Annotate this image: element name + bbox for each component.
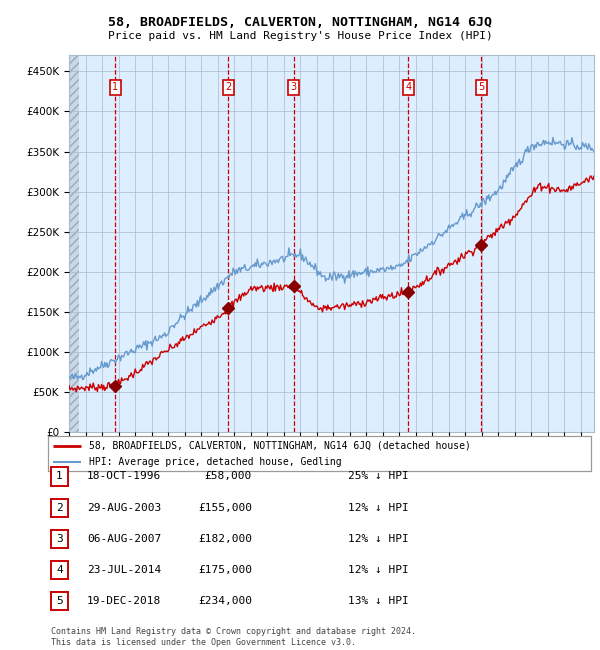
Text: 19-DEC-2018: 19-DEC-2018 [87, 596, 161, 606]
Text: 29-AUG-2003: 29-AUG-2003 [87, 502, 161, 513]
Text: 06-AUG-2007: 06-AUG-2007 [87, 534, 161, 544]
Text: £58,000: £58,000 [205, 471, 252, 482]
Text: Price paid vs. HM Land Registry's House Price Index (HPI): Price paid vs. HM Land Registry's House … [107, 31, 493, 41]
Bar [69, 55, 79, 432]
Text: 25% ↓ HPI: 25% ↓ HPI [348, 471, 409, 482]
Text: 58, BROADFIELDS, CALVERTON, NOTTINGHAM, NG14 6JQ: 58, BROADFIELDS, CALVERTON, NOTTINGHAM, … [108, 16, 492, 29]
Text: 13% ↓ HPI: 13% ↓ HPI [348, 596, 409, 606]
Text: Contains HM Land Registry data © Crown copyright and database right 2024.
This d: Contains HM Land Registry data © Crown c… [51, 627, 416, 647]
Text: HPI: Average price, detached house, Gedling: HPI: Average price, detached house, Gedl… [89, 458, 341, 467]
Text: 5: 5 [478, 83, 484, 92]
Text: 18-OCT-1996: 18-OCT-1996 [87, 471, 161, 482]
Text: 3: 3 [290, 83, 296, 92]
Text: 12% ↓ HPI: 12% ↓ HPI [348, 534, 409, 544]
Text: 1: 1 [56, 471, 63, 482]
Text: £155,000: £155,000 [198, 502, 252, 513]
Text: 12% ↓ HPI: 12% ↓ HPI [348, 502, 409, 513]
Text: 3: 3 [56, 534, 63, 544]
Text: 2: 2 [226, 83, 232, 92]
Text: 12% ↓ HPI: 12% ↓ HPI [348, 565, 409, 575]
Text: 23-JUL-2014: 23-JUL-2014 [87, 565, 161, 575]
Text: 2: 2 [56, 502, 63, 513]
Text: 58, BROADFIELDS, CALVERTON, NOTTINGHAM, NG14 6JQ (detached house): 58, BROADFIELDS, CALVERTON, NOTTINGHAM, … [89, 441, 470, 450]
Text: 5: 5 [56, 596, 63, 606]
Text: 1: 1 [112, 83, 118, 92]
Text: £234,000: £234,000 [198, 596, 252, 606]
Text: £182,000: £182,000 [198, 534, 252, 544]
Text: 4: 4 [56, 565, 63, 575]
Text: £175,000: £175,000 [198, 565, 252, 575]
Text: 4: 4 [406, 83, 412, 92]
